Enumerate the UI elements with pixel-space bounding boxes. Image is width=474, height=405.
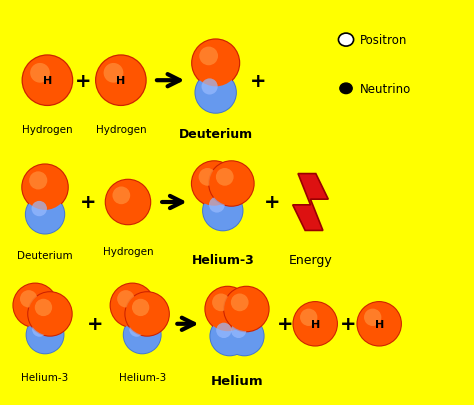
Ellipse shape [21, 55, 73, 107]
Ellipse shape [32, 201, 47, 217]
Ellipse shape [191, 39, 240, 88]
Ellipse shape [203, 192, 243, 231]
Text: Deuterium: Deuterium [17, 250, 73, 260]
Ellipse shape [205, 287, 250, 331]
Ellipse shape [192, 40, 239, 87]
Ellipse shape [225, 317, 264, 356]
Ellipse shape [109, 283, 155, 328]
Ellipse shape [126, 292, 169, 336]
Ellipse shape [104, 64, 123, 83]
Ellipse shape [26, 316, 64, 354]
Ellipse shape [356, 301, 402, 347]
Ellipse shape [132, 299, 149, 316]
Text: Helium: Helium [210, 375, 264, 388]
Ellipse shape [364, 309, 382, 326]
Ellipse shape [32, 322, 47, 337]
Ellipse shape [208, 161, 255, 207]
Ellipse shape [201, 79, 218, 95]
Ellipse shape [124, 317, 161, 354]
Ellipse shape [106, 180, 150, 225]
Polygon shape [293, 174, 328, 231]
Text: +: + [264, 193, 281, 212]
Ellipse shape [210, 317, 249, 356]
Text: +: + [75, 72, 91, 90]
Text: +: + [250, 72, 266, 90]
Text: H: H [116, 76, 126, 86]
Ellipse shape [231, 323, 246, 338]
Ellipse shape [22, 165, 68, 210]
Text: Hydrogen: Hydrogen [103, 246, 153, 256]
Ellipse shape [27, 292, 73, 337]
Text: +: + [340, 315, 356, 333]
Ellipse shape [26, 196, 64, 234]
Ellipse shape [195, 73, 236, 113]
Ellipse shape [212, 294, 230, 311]
Ellipse shape [96, 56, 146, 106]
Ellipse shape [209, 197, 225, 213]
Text: +: + [80, 193, 96, 212]
Text: +: + [87, 315, 103, 333]
Ellipse shape [231, 294, 248, 311]
Ellipse shape [25, 195, 65, 235]
Ellipse shape [204, 286, 251, 333]
Ellipse shape [105, 179, 151, 226]
Text: H: H [43, 76, 52, 86]
Ellipse shape [129, 322, 144, 337]
Text: Helium-3: Helium-3 [21, 372, 69, 382]
Ellipse shape [216, 168, 234, 186]
Ellipse shape [292, 301, 338, 347]
Ellipse shape [117, 290, 135, 308]
Text: +: + [277, 315, 293, 333]
Circle shape [340, 84, 352, 94]
Text: Helium-3: Helium-3 [191, 253, 254, 266]
Text: Energy: Energy [289, 253, 332, 266]
Ellipse shape [300, 309, 318, 326]
Ellipse shape [357, 303, 401, 345]
Ellipse shape [202, 190, 244, 232]
Ellipse shape [210, 316, 250, 356]
Ellipse shape [110, 284, 154, 327]
Ellipse shape [29, 172, 47, 190]
Ellipse shape [124, 292, 170, 337]
Text: Neutrino: Neutrino [360, 83, 411, 96]
Ellipse shape [20, 290, 37, 308]
Ellipse shape [199, 47, 218, 66]
Ellipse shape [112, 187, 130, 205]
Ellipse shape [293, 303, 337, 345]
Ellipse shape [209, 162, 254, 206]
Ellipse shape [13, 284, 57, 327]
Text: Hydrogen: Hydrogen [96, 125, 146, 135]
Ellipse shape [194, 72, 237, 115]
Text: H: H [310, 319, 320, 329]
Ellipse shape [35, 299, 52, 316]
Text: H: H [374, 319, 384, 329]
Ellipse shape [12, 283, 58, 328]
Ellipse shape [30, 64, 50, 83]
Ellipse shape [28, 292, 72, 336]
Ellipse shape [223, 286, 270, 333]
Circle shape [338, 34, 354, 47]
Ellipse shape [191, 161, 237, 207]
Ellipse shape [199, 168, 216, 186]
Text: Helium-3: Helium-3 [118, 372, 166, 382]
Ellipse shape [123, 316, 162, 354]
Text: Deuterium: Deuterium [179, 128, 253, 141]
Ellipse shape [224, 287, 269, 331]
Ellipse shape [216, 323, 231, 338]
Ellipse shape [224, 316, 264, 356]
Text: Positron: Positron [360, 34, 408, 47]
Ellipse shape [23, 56, 72, 106]
Ellipse shape [95, 55, 147, 107]
Text: Hydrogen: Hydrogen [22, 125, 73, 135]
Ellipse shape [192, 162, 237, 206]
Ellipse shape [21, 164, 69, 211]
Ellipse shape [27, 317, 64, 354]
